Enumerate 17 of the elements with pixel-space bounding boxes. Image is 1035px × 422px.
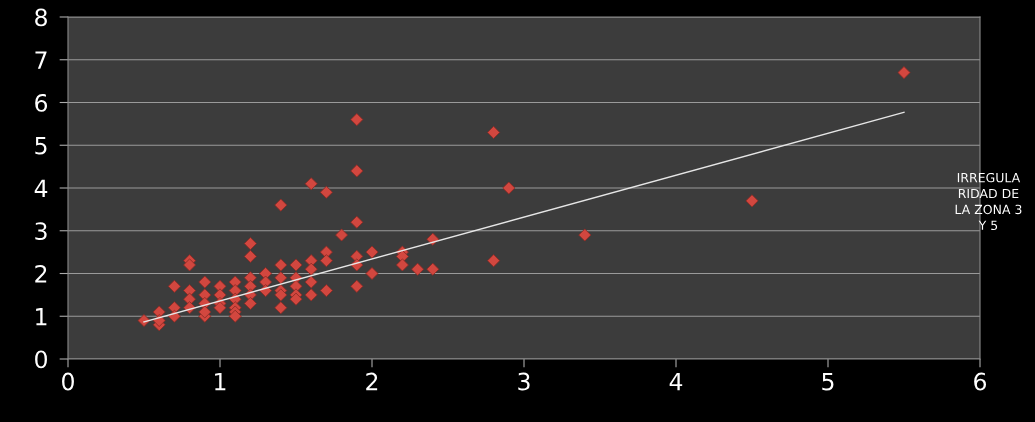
- x-tick-label: 0: [62, 372, 74, 391]
- y-tick-label: 8: [35, 8, 47, 27]
- y-tick-label: 5: [35, 137, 47, 155]
- y-tick-label: 4: [34, 179, 48, 197]
- x-tick-label: 1: [215, 372, 226, 391]
- x-tick-label: 5: [822, 372, 834, 391]
- x-tick-label: 4: [669, 372, 683, 391]
- x-tick-label: 6: [974, 372, 987, 391]
- y-tick-label: 7: [35, 51, 47, 69]
- y-tick-label: 2: [35, 264, 47, 283]
- annotation: IRREGULA RIDAD DE LA ZONA 3 Y 5: [955, 172, 1022, 231]
- y-tick-label: 1: [36, 308, 47, 326]
- x-tick-label: 2: [366, 372, 378, 391]
- y-tick-label: 0: [35, 350, 47, 369]
- y-tick-label: 6: [35, 93, 48, 112]
- x-tick-label: 3: [518, 372, 530, 391]
- y-tick-label: 3: [35, 222, 47, 241]
